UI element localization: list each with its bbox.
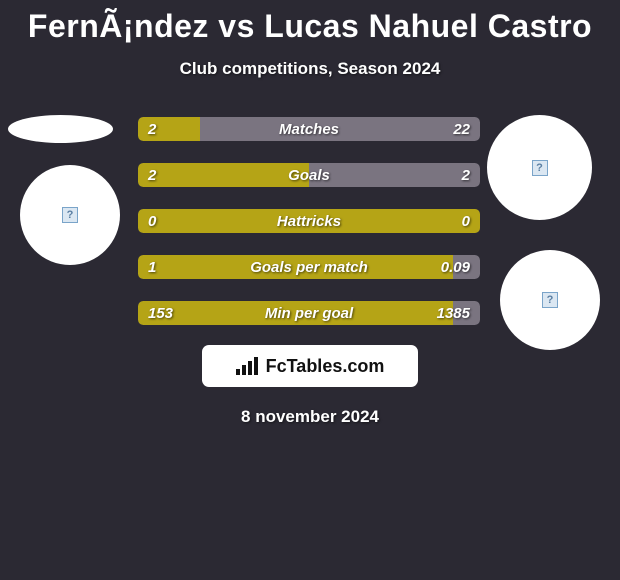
stat-value-right: 2 <box>462 163 470 187</box>
stat-bar-right <box>309 163 480 187</box>
bars-icon <box>236 357 258 375</box>
stat-row: 10.09Goals per match <box>138 255 480 279</box>
comparison-bars: 222Matches22Goals00Hattricks10.09Goals p… <box>138 117 480 347</box>
stat-bar-left <box>138 163 309 187</box>
stat-row: 22Goals <box>138 163 480 187</box>
stat-value-left: 2 <box>148 117 156 141</box>
stat-bar-left <box>138 209 480 233</box>
avatar-right-2: ? <box>500 250 600 350</box>
avatar-shadow-left <box>8 115 113 143</box>
stat-value-left: 0 <box>148 209 156 233</box>
stat-value-right: 0.09 <box>441 255 470 279</box>
avatar-right-1: ? <box>487 115 592 220</box>
stat-value-right: 1385 <box>437 301 470 325</box>
brand-badge: FcTables.com <box>202 345 418 387</box>
stat-bar-left <box>138 255 453 279</box>
stat-value-left: 153 <box>148 301 173 325</box>
image-placeholder-icon: ? <box>62 207 78 223</box>
page-title: FernÃ¡ndez vs Lucas Nahuel Castro <box>0 0 620 45</box>
date-label: 8 november 2024 <box>0 407 620 427</box>
stat-row: 1531385Min per goal <box>138 301 480 325</box>
stat-row: 222Matches <box>138 117 480 141</box>
stat-value-left: 1 <box>148 255 156 279</box>
image-placeholder-icon: ? <box>542 292 558 308</box>
brand-text: FcTables.com <box>266 356 385 377</box>
avatar-left: ? <box>20 165 120 265</box>
stat-value-right: 0 <box>462 209 470 233</box>
stat-bar-right <box>200 117 480 141</box>
stat-row: 00Hattricks <box>138 209 480 233</box>
image-placeholder-icon: ? <box>532 160 548 176</box>
stat-value-left: 2 <box>148 163 156 187</box>
page-subtitle: Club competitions, Season 2024 <box>0 59 620 79</box>
stat-value-right: 22 <box>453 117 470 141</box>
stat-bar-left <box>138 301 453 325</box>
